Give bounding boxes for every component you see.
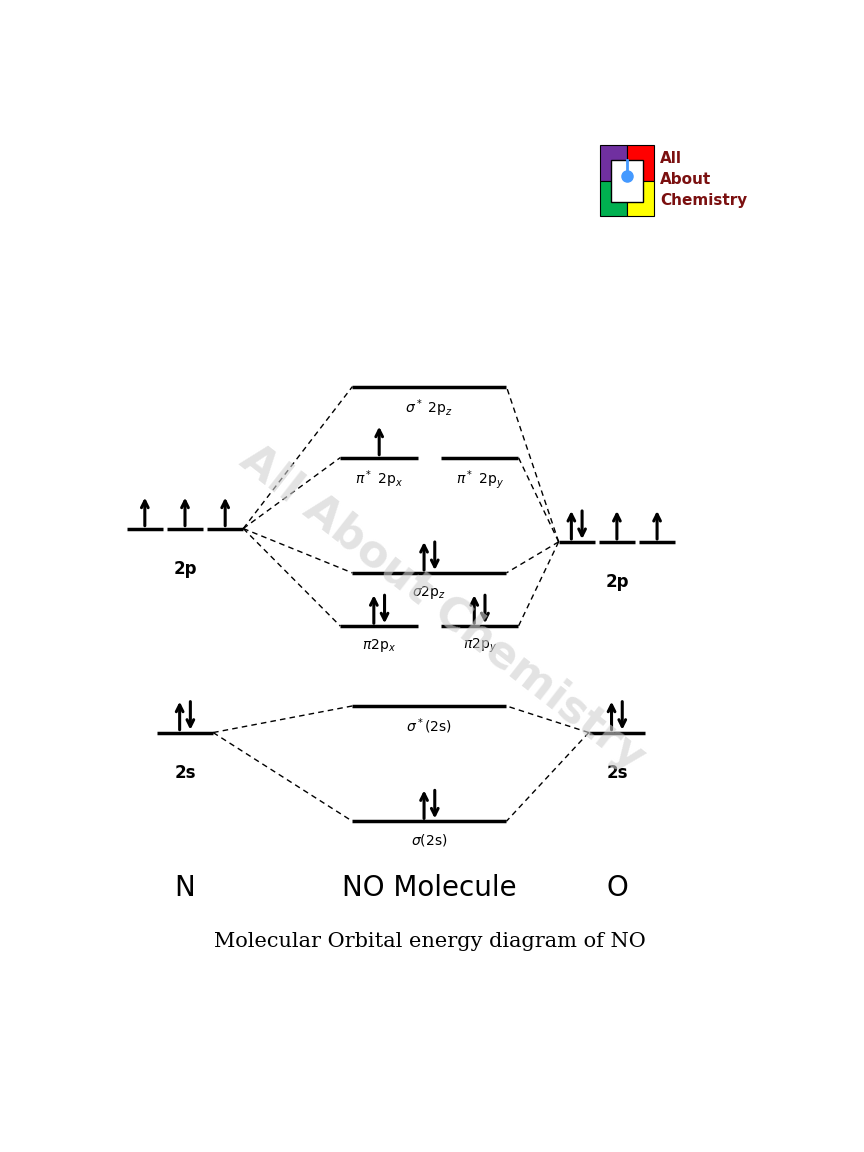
Text: NO Molecule: NO Molecule (342, 873, 517, 902)
Bar (627, 145, 654, 181)
Bar (600, 145, 627, 181)
Bar (611, 159, 643, 202)
Text: $\sigma^*$(2s): $\sigma^*$(2s) (406, 717, 453, 736)
Text: About: About (660, 172, 712, 187)
Text: $\pi$2p$_y$: $\pi$2p$_y$ (462, 637, 497, 655)
Text: 2s: 2s (607, 764, 627, 781)
Text: N: N (175, 873, 195, 902)
Text: All: All (660, 151, 683, 166)
Text: $\sigma$2p$_z$: $\sigma$2p$_z$ (412, 584, 447, 600)
Text: 2p: 2p (174, 560, 197, 577)
Text: $\pi^*$ 2p$_x$: $\pi^*$ 2p$_x$ (355, 468, 403, 490)
Text: Chemistry: Chemistry (660, 194, 747, 209)
Text: O: O (606, 873, 628, 902)
Text: 2s: 2s (175, 764, 196, 781)
Text: $\pi^*$ 2p$_y$: $\pi^*$ 2p$_y$ (455, 468, 504, 491)
Text: $\sigma$(2s): $\sigma$(2s) (411, 832, 448, 848)
Bar (627, 181, 654, 217)
Text: All About Chemistry: All About Chemistry (232, 438, 653, 780)
Text: $\sigma^*$ 2p$_z$: $\sigma^*$ 2p$_z$ (405, 397, 454, 419)
Text: Molecular Orbital energy diagram of NO: Molecular Orbital energy diagram of NO (213, 932, 645, 950)
Bar (600, 181, 627, 217)
Text: $\pi$2p$_x$: $\pi$2p$_x$ (362, 637, 397, 653)
Text: 2p: 2p (605, 573, 629, 591)
